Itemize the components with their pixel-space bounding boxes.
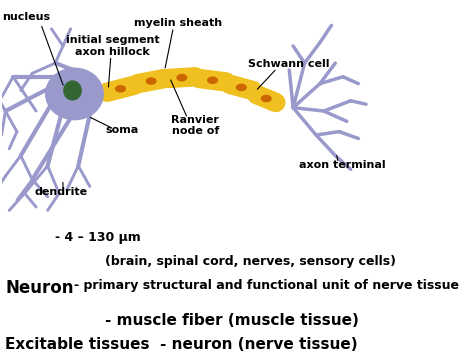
Text: axon terminal: axon terminal bbox=[299, 160, 385, 170]
Text: myelin sheath: myelin sheath bbox=[134, 18, 222, 28]
Text: (brain, spinal cord, nerves, sensory cells): (brain, spinal cord, nerves, sensory cel… bbox=[105, 255, 396, 268]
Text: Schwann cell: Schwann cell bbox=[248, 59, 329, 69]
Ellipse shape bbox=[64, 81, 81, 100]
Text: - muscle fiber (muscle tissue): - muscle fiber (muscle tissue) bbox=[105, 313, 359, 328]
Text: soma: soma bbox=[106, 125, 139, 135]
Ellipse shape bbox=[177, 75, 187, 81]
Text: nucleus: nucleus bbox=[2, 12, 51, 22]
Circle shape bbox=[46, 68, 103, 120]
Text: Excitable tissues  - neuron (nerve tissue): Excitable tissues - neuron (nerve tissue… bbox=[5, 337, 358, 352]
Text: - 4 – 130 μm: - 4 – 130 μm bbox=[55, 231, 141, 244]
Text: initial segment: initial segment bbox=[66, 35, 160, 45]
Text: node of: node of bbox=[172, 126, 219, 136]
Ellipse shape bbox=[262, 95, 271, 102]
Ellipse shape bbox=[237, 84, 246, 91]
Text: dendrite: dendrite bbox=[35, 187, 88, 197]
Ellipse shape bbox=[116, 86, 125, 92]
Text: - primary structural and functional unit of nerve tissue: - primary structural and functional unit… bbox=[74, 279, 459, 292]
Ellipse shape bbox=[146, 78, 156, 84]
Ellipse shape bbox=[208, 77, 218, 83]
Text: axon hillock: axon hillock bbox=[75, 47, 150, 56]
Text: Ranvier: Ranvier bbox=[171, 115, 219, 125]
Text: Neuron: Neuron bbox=[5, 279, 74, 297]
